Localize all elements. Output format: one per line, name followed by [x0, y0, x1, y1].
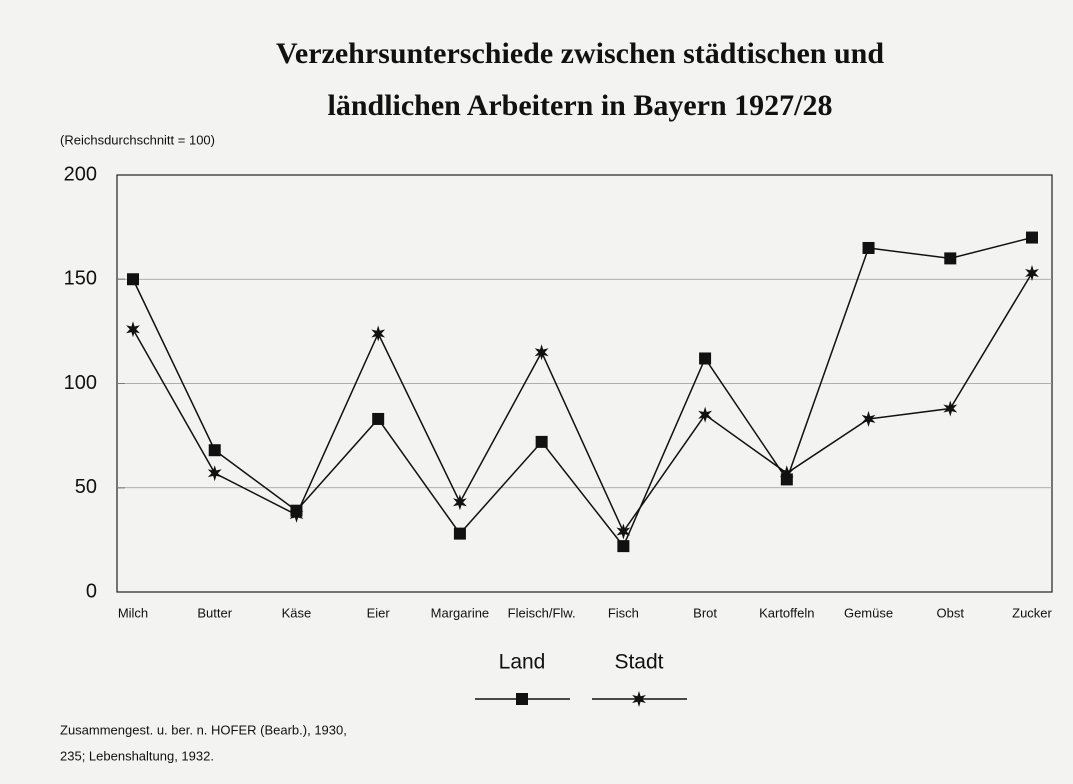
x-tick-label: Fleisch/Flw. — [508, 605, 576, 620]
marker — [944, 252, 957, 265]
marker — [1026, 231, 1038, 244]
x-tick-label: Butter — [197, 605, 232, 620]
legend-label: Stadt — [614, 651, 663, 674]
marker — [698, 406, 712, 423]
x-tick-label: Fisch — [608, 605, 639, 620]
x-tick-label: Brot — [693, 605, 717, 620]
x-tick-label: Eier — [367, 605, 391, 620]
marker — [289, 506, 304, 523]
marker — [535, 435, 548, 448]
y-tick-label: 100 — [64, 372, 97, 394]
marker — [779, 465, 794, 482]
marker — [617, 540, 630, 553]
y-tick-label: 50 — [75, 476, 97, 498]
x-tick-label: Obst — [937, 605, 965, 620]
marker — [371, 325, 386, 342]
x-tick-label: Gemüse — [844, 605, 893, 620]
marker — [616, 523, 631, 540]
legend-label: Land — [499, 651, 546, 674]
x-tick-label: Milch — [118, 605, 148, 620]
marker — [1025, 265, 1039, 281]
series-line — [132, 272, 1033, 534]
marker — [127, 273, 139, 286]
y-tick-label: 200 — [64, 163, 97, 185]
marker — [943, 400, 958, 417]
series-line — [132, 236, 1033, 548]
marker — [516, 693, 528, 705]
marker — [699, 352, 712, 365]
chart-title: Verzehrsunterschiede zwischen städtische… — [276, 37, 884, 70]
marker — [453, 494, 467, 511]
source: 235; Lebenshaltung, 1932. — [60, 748, 214, 763]
marker — [208, 444, 221, 457]
marker — [862, 241, 875, 254]
x-tick-label: Käse — [282, 605, 312, 620]
x-tick-label: Kartoffeln — [759, 605, 814, 620]
subtitle: (Reichsdurchschnitt = 100) — [60, 132, 215, 147]
x-tick-label: Zucker — [1012, 605, 1052, 620]
source: Zusammengest. u. ber. n. HOFER (Bearb.),… — [60, 722, 347, 737]
marker — [534, 344, 549, 361]
y-tick-label: 0 — [86, 580, 97, 602]
chart-title: ländlichen Arbeitern in Bayern 1927/28 — [327, 89, 832, 122]
marker — [126, 321, 140, 338]
x-tick-label: Margarine — [431, 605, 490, 620]
marker — [453, 527, 466, 540]
marker — [632, 691, 646, 707]
marker — [372, 412, 385, 425]
marker — [861, 410, 876, 427]
y-tick-label: 150 — [64, 268, 97, 290]
marker — [207, 465, 222, 482]
